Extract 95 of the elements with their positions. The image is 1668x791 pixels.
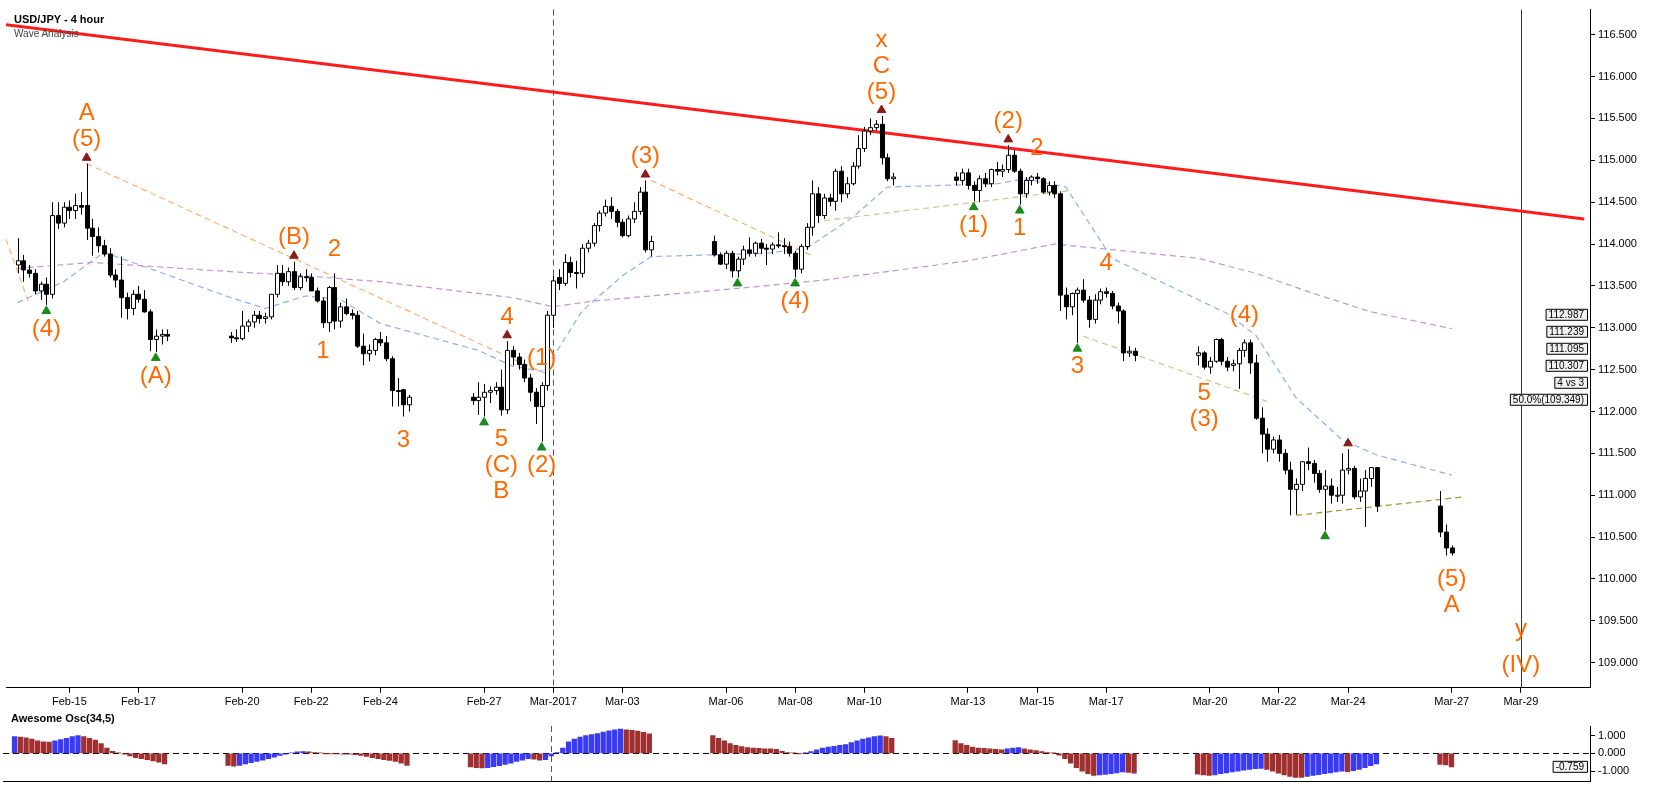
x-tick-label: Mar-10 (846, 695, 882, 708)
x-tick-label: Mar-27 (1434, 695, 1470, 708)
point (968, 201, 979, 211)
point (790, 277, 800, 287)
y-tick-label: 111.500 (1598, 446, 1637, 459)
y-tick-label: 114.000 (1598, 237, 1637, 250)
y-tick-label: 115.500 (1598, 111, 1637, 124)
point (289, 250, 299, 259)
point (1014, 205, 1025, 214)
bar (1344, 753, 1351, 772)
point (81, 152, 92, 161)
x-tick-label: Mar-17 (1088, 695, 1124, 708)
y-tick-label: 111.000 (1598, 488, 1637, 501)
x-tick-label: Mar-22 (1261, 695, 1297, 708)
annotation: 5 (494, 424, 509, 452)
x-tick-label: Feb-20 (224, 695, 260, 708)
annotation: (A) (139, 360, 172, 388)
x-tick-label: Mar-2017 (529, 695, 577, 708)
point (536, 442, 547, 451)
y-tick-label: 113.000 (1598, 320, 1637, 333)
point (640, 169, 651, 178)
x-tick-label: Mar-20 (1192, 695, 1228, 708)
annotation: 2 (327, 233, 341, 261)
chart-title: Awesome Osc(34,5) (11, 712, 116, 725)
x-tick-label: Mar-08 (777, 695, 813, 708)
x-tick-label: Mar-29 (1503, 695, 1539, 708)
annotation: (5) (866, 76, 897, 104)
y-tick-label: 116.500 (1598, 27, 1637, 40)
y-tick-label: 110.000 (1598, 571, 1637, 584)
annotation: C (872, 50, 891, 78)
y-tick-label: -1.000 (1598, 764, 1630, 777)
annotation: (4) (1229, 300, 1260, 328)
annotation: 5 (1197, 378, 1211, 406)
y-tick-label: 113.500 (1598, 278, 1637, 291)
x-tick-label: Mar-15 (1019, 695, 1055, 708)
point (1320, 530, 1330, 540)
x-tick-label: Mar-24 (1330, 695, 1366, 708)
x-tick-label: Feb-27 (466, 695, 502, 708)
annotation: 3 (396, 425, 411, 453)
point (150, 352, 161, 361)
annotation: (5) (1437, 564, 1467, 592)
annotation: (1) (959, 209, 989, 237)
x-tick-label: Mar-13 (950, 695, 986, 708)
annotation: A (78, 98, 95, 126)
x-tick-label: Mar-06 (708, 695, 744, 708)
annotation: 1 (316, 336, 330, 364)
x-tick-label: Feb-15 (51, 695, 87, 708)
annotation: A (1443, 590, 1460, 618)
y-tick-label: 0.000 (1598, 746, 1626, 759)
point (41, 305, 52, 315)
y-tick-label: 112.500 (1598, 362, 1637, 375)
annotation: 50.0%(109.349) (1512, 394, 1585, 406)
y-tick-label: 116.000 (1598, 69, 1637, 82)
annotation: -0.759 (1555, 761, 1585, 773)
y-tick-label: 109.500 (1598, 613, 1638, 626)
x-tick-label: Mar-03 (604, 695, 640, 708)
point (1343, 437, 1353, 447)
annotation: (4) (780, 286, 810, 314)
annotation: (5) (71, 124, 102, 152)
point (1003, 133, 1014, 143)
annotation: 4 (500, 301, 514, 329)
x-tick-label: Feb-22 (293, 695, 329, 708)
y-tick-label: 112.000 (1598, 404, 1637, 417)
annotation: 1 (1013, 213, 1027, 241)
point (502, 329, 512, 339)
annotation: (3) (630, 141, 661, 169)
line-series (16, 178, 1453, 476)
annotation: (2) (527, 450, 557, 478)
y-tick-label: 115.000 (1598, 153, 1637, 166)
chart-title: USD/JPY - 4 hour (14, 12, 105, 25)
annotation: 4 (1099, 248, 1113, 276)
y-tick-label: 1.000 (1598, 728, 1626, 741)
point (479, 416, 489, 426)
annotation: (B) (278, 222, 310, 250)
y-tick-label: 110.500 (1598, 530, 1637, 543)
y-tick-label: 109.000 (1598, 655, 1638, 668)
point (732, 277, 743, 287)
annotation: 112.987 (1548, 309, 1585, 321)
annotation: 4 vs 3 (1557, 377, 1585, 389)
point (876, 104, 887, 114)
point (1072, 343, 1083, 352)
annotation: B (493, 476, 510, 504)
annotation: (4) (31, 313, 61, 341)
y-tick-label: 114.500 (1598, 195, 1637, 208)
annotation: 110.307 (1548, 360, 1585, 372)
annotation: (3) (1189, 404, 1219, 432)
x-tick-label: Feb-17 (121, 695, 156, 708)
x-tick-label: Feb-24 (362, 695, 398, 708)
annotation: 111.239 (1549, 326, 1585, 338)
annotation: (C) (484, 450, 519, 478)
annotation: (2) (993, 105, 1023, 133)
annotation: x (875, 24, 888, 52)
bar (11, 736, 18, 754)
annotation: 3 (1070, 351, 1085, 379)
annotation: 111.095 (1549, 343, 1585, 355)
